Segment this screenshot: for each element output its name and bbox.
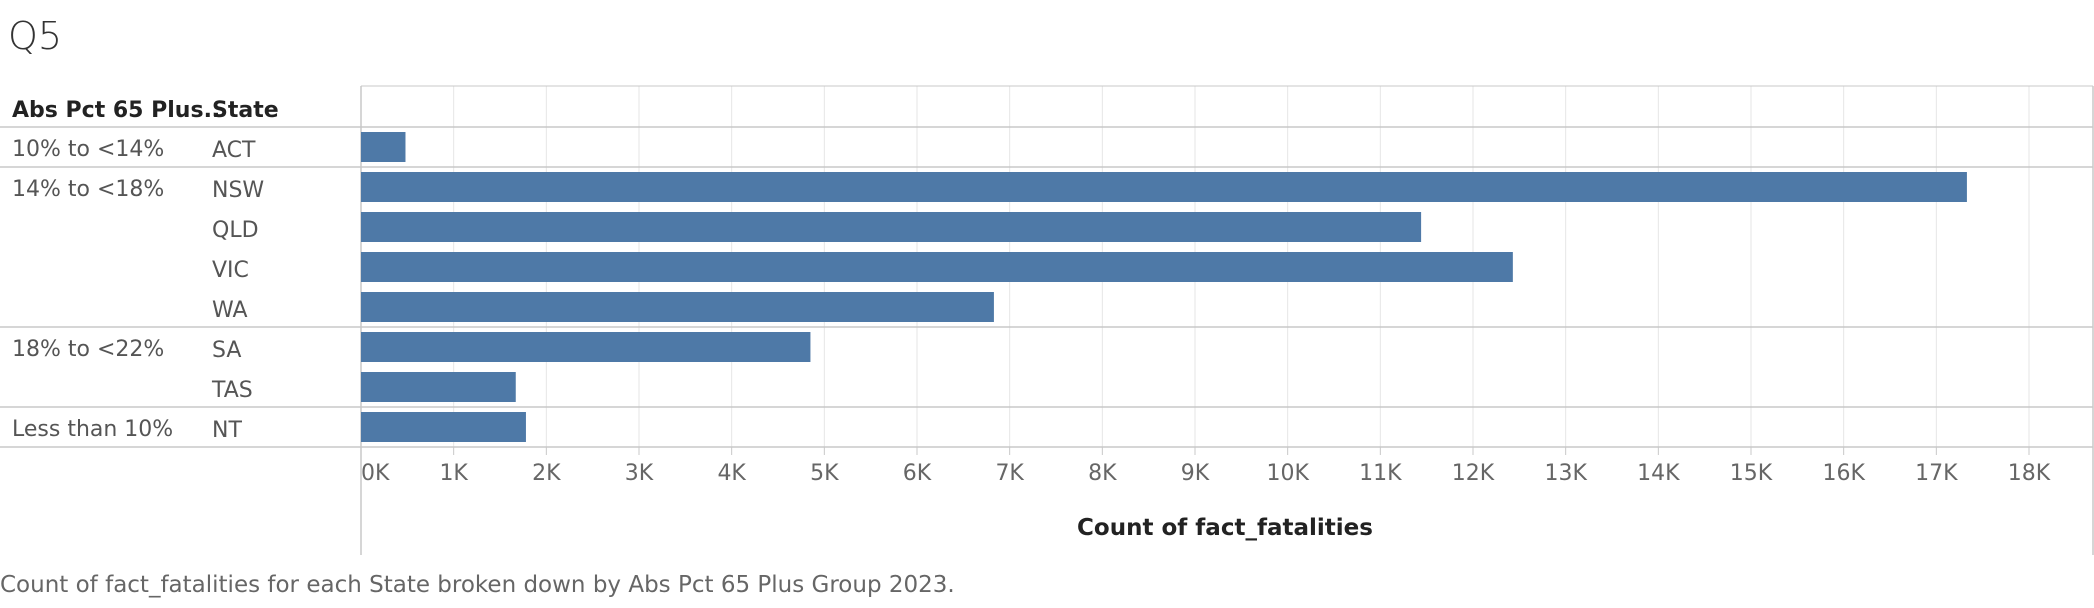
- x-tick-label: 14K: [1637, 461, 1680, 486]
- bar-tas: [361, 372, 516, 402]
- x-tick-label: 10K: [1266, 461, 1309, 486]
- x-tick-label: 9K: [1181, 461, 1210, 486]
- x-tick-label: 1K: [439, 461, 468, 486]
- chart-caption: Count of fact_fatalities for each State …: [0, 572, 955, 598]
- bar-sa: [361, 332, 811, 362]
- group-label: 18% to <22%: [12, 337, 164, 362]
- bar-act: [361, 132, 406, 162]
- x-tick-label: 6K: [903, 461, 932, 486]
- x-tick-label: 4K: [717, 461, 746, 486]
- x-axis-label: Count of fact_fatalities: [1077, 515, 1373, 541]
- x-tick-label: 5K: [810, 461, 839, 486]
- group-label: 14% to <18%: [12, 177, 164, 202]
- x-tick-label: 15K: [1730, 461, 1773, 486]
- x-tick-label: 11K: [1359, 461, 1402, 486]
- x-tick-label: 2K: [532, 461, 561, 486]
- x-axis-ticks: 0K 1K 2K 3K 4K 5K 6K 7K 8K 9K 10K 11K 12K 13K 14K 15K 16…: [360, 447, 2051, 486]
- page-title: Q5: [8, 14, 63, 58]
- state-label: NT: [212, 418, 242, 443]
- header-state: State: [212, 98, 279, 123]
- state-label: NSW: [212, 178, 264, 203]
- bar-qld: [361, 212, 1422, 242]
- bar-chart: 10% to <14% ACT 14% to <18% NSW QLD VIC WA 18% …: [0, 85, 2094, 555]
- bar-nsw: [361, 172, 1967, 202]
- x-tick-label: 12K: [1452, 461, 1495, 486]
- x-tick-label: 17K: [1915, 461, 1958, 486]
- x-tick-label: 3K: [625, 461, 654, 486]
- x-tick-label: 13K: [1544, 461, 1587, 486]
- x-tick-label: 18K: [2008, 461, 2051, 486]
- x-tick-label: 7K: [995, 461, 1024, 486]
- group-label: Less than 10%: [12, 417, 173, 442]
- state-label: TAS: [211, 378, 253, 403]
- state-label: SA: [212, 338, 241, 363]
- state-label: QLD: [212, 218, 259, 243]
- row-labels: 10% to <14% ACT 14% to <18% NSW QLD VIC WA 18% …: [12, 137, 264, 443]
- bar-vic: [361, 252, 1513, 282]
- chart-frame: [0, 85, 2094, 555]
- group-label: 10% to <14%: [12, 137, 164, 162]
- state-label: VIC: [212, 258, 249, 283]
- bars: [361, 132, 1967, 442]
- state-label: WA: [212, 298, 248, 323]
- x-tick-label: 8K: [1088, 461, 1117, 486]
- bar-wa: [361, 292, 994, 322]
- x-tick-label: 0K: [361, 461, 390, 486]
- bar-nt: [361, 412, 526, 442]
- x-tick-label: 16K: [1822, 461, 1865, 486]
- state-label: ACT: [212, 138, 256, 163]
- header-abs-pct-65-plus: Abs Pct 65 Plus..: [12, 98, 220, 123]
